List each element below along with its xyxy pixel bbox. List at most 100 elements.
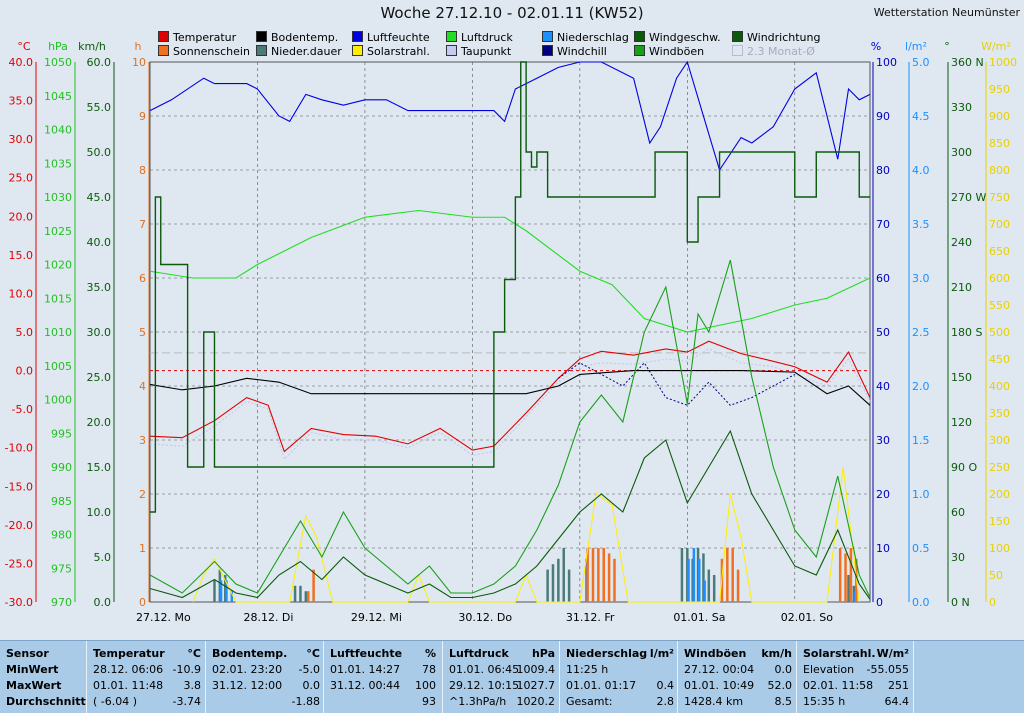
legend-swatch [256, 45, 267, 56]
tick-solar: 500 [989, 326, 1010, 339]
stats-column-name: Luftfeuchte [330, 647, 403, 660]
stats-cell-row: 01.01. 01:17 0.4 [566, 678, 674, 694]
stats-column-3: Luftdruck hPa 01.01. 06:45 1009.4 29.12. 10:… [449, 646, 555, 710]
stats-column-separator [913, 641, 914, 713]
legend-swatch [732, 45, 743, 56]
stats-cell-left: 15:35 h [803, 695, 846, 708]
stats-cell-left: ^1.3hPa/h [449, 695, 507, 708]
stats-cell-left: 1428.4 km [684, 695, 744, 708]
tick-temp: -20.0 [5, 519, 33, 532]
legend-swatch [542, 45, 553, 56]
bar-niederdauer [557, 558, 560, 602]
tick-solar: 450 [989, 353, 1010, 366]
stats-column-separator [205, 641, 206, 713]
bar-niederschlag [703, 580, 706, 602]
stats-column-header: Temperatur °C [93, 646, 201, 662]
legend-item-11: Windchill [542, 45, 607, 58]
tick-humidity: 30 [876, 434, 890, 447]
tick-hours: 8 [139, 164, 146, 177]
legend-label: Solarstrahl. [367, 45, 430, 58]
stats-column-unit: °C [306, 647, 320, 660]
tick-humidity: 20 [876, 488, 890, 501]
stats-column-separator [796, 641, 797, 713]
tick-solar: 50 [989, 569, 1003, 582]
tick-pressure: 1030 [44, 191, 72, 204]
tick-solar: 900 [989, 110, 1010, 123]
stats-cell-row: 1428.4 km 8.5 [684, 694, 792, 710]
tick-solar: 950 [989, 83, 1010, 96]
tick-pressure: 1045 [44, 90, 72, 103]
tick-pressure: 1020 [44, 259, 72, 272]
unit-pressure: hPa [48, 40, 68, 53]
tick-wind: 40.0 [87, 236, 112, 249]
tick-pressure: 995 [51, 427, 72, 440]
stats-cell-right: -3.74 [172, 695, 201, 708]
stats-cell-row: ^1.3hPa/h 1020.2 [449, 694, 555, 710]
unit-direction: ° [944, 40, 950, 53]
stats-cell-right: 2.8 [656, 695, 675, 708]
tick-temp: -15.0 [5, 480, 33, 493]
tick-humidity: 90 [876, 110, 890, 123]
stats-cell-row: 02.01. 23:20 -5.0 [212, 662, 320, 678]
stats-column-header: Windböen km/h [684, 646, 792, 662]
legend-label: Windböen [649, 45, 705, 58]
stats-cell-right: 1009.4 [516, 663, 556, 676]
tick-temp: 35.0 [9, 95, 34, 108]
tick-direction: 30 [951, 551, 965, 564]
legend-label: Windgeschw. [649, 31, 721, 44]
tick-temp: 0.0 [16, 365, 34, 378]
stats-cell-right: -10.9 [172, 663, 201, 676]
tick-temp: 20.0 [9, 210, 34, 223]
tick-pressure: 1010 [44, 326, 72, 339]
stats-cell-left: 31.12. 00:44 [330, 679, 401, 692]
tick-solar: 600 [989, 272, 1010, 285]
tick-solar: 800 [989, 164, 1010, 177]
stats-cell-row: -1.88 [212, 694, 320, 710]
x-tick-label: 28.12. Di [243, 611, 293, 624]
legend-swatch [542, 31, 553, 42]
tick-rain: 3.0 [912, 272, 930, 285]
stats-cell-left: 02.01. 23:20 [212, 663, 283, 676]
stats-cell-right: 8.5 [774, 695, 793, 708]
stats-cell-right: 3.8 [183, 679, 202, 692]
stats-cell-left: Gesamt: [566, 695, 613, 708]
stats-column-name: Solarstrahl. [803, 647, 876, 660]
legend-item-2: Luftfeuchte [352, 31, 430, 44]
stats-column-0: Temperatur °C 28.12. 06:06 -10.9 01.01. 11:4… [93, 646, 201, 710]
legend-item-9: Solarstrahl. [352, 45, 430, 58]
tick-wind: 55.0 [87, 101, 112, 114]
tick-hours: 4 [139, 380, 146, 393]
stats-cell-row: 31.12. 12:00 0.0 [212, 678, 320, 694]
stats-column-separator [323, 641, 324, 713]
stats-cell-row: 15:35 h 64.4 [803, 694, 909, 710]
stats-cell-row: 31.12. 00:44 100 [330, 678, 436, 694]
bar-niederschlag [225, 580, 228, 602]
tick-hours: 10 [132, 56, 146, 69]
tick-direction: 180 S [951, 326, 982, 339]
stats-cell-left: 01.01. 10:49 [684, 679, 755, 692]
tick-humidity: 0 [876, 596, 883, 609]
bar-niederschlag [698, 558, 701, 602]
stats-cell-left: 28.12. 06:06 [93, 663, 164, 676]
legend-label: Bodentemp. [271, 31, 339, 44]
legend-label: Temperatur [173, 31, 237, 44]
series-temperatur [149, 340, 871, 453]
tick-wind: 10.0 [87, 506, 112, 519]
bar-niederdauer [299, 585, 302, 602]
stats-cell-row: 11:25 h [566, 662, 674, 678]
tick-wind: 50.0 [87, 146, 112, 159]
legend-label: Sonnenschein [173, 45, 250, 58]
tick-hours: 6 [139, 272, 146, 285]
x-tick-label: 02.01. So [781, 611, 833, 624]
bar-sonnenschein [613, 558, 616, 602]
stats-column-5: Windböen km/h 27.12. 00:04 0.0 01.01. 10:49 5… [684, 646, 792, 710]
tick-solar: 650 [989, 245, 1010, 258]
stats-cell-left: 11:25 h [566, 663, 609, 676]
stats-column-name: Temperatur [93, 647, 165, 660]
bar-niederdauer [562, 548, 565, 602]
stats-cell-right: 93 [422, 695, 436, 708]
tick-pressure: 975 [51, 562, 72, 575]
tick-pressure: 990 [51, 461, 72, 474]
stats-row-label: Sensor [6, 647, 49, 660]
legend-item-6: Windrichtung [732, 31, 820, 44]
